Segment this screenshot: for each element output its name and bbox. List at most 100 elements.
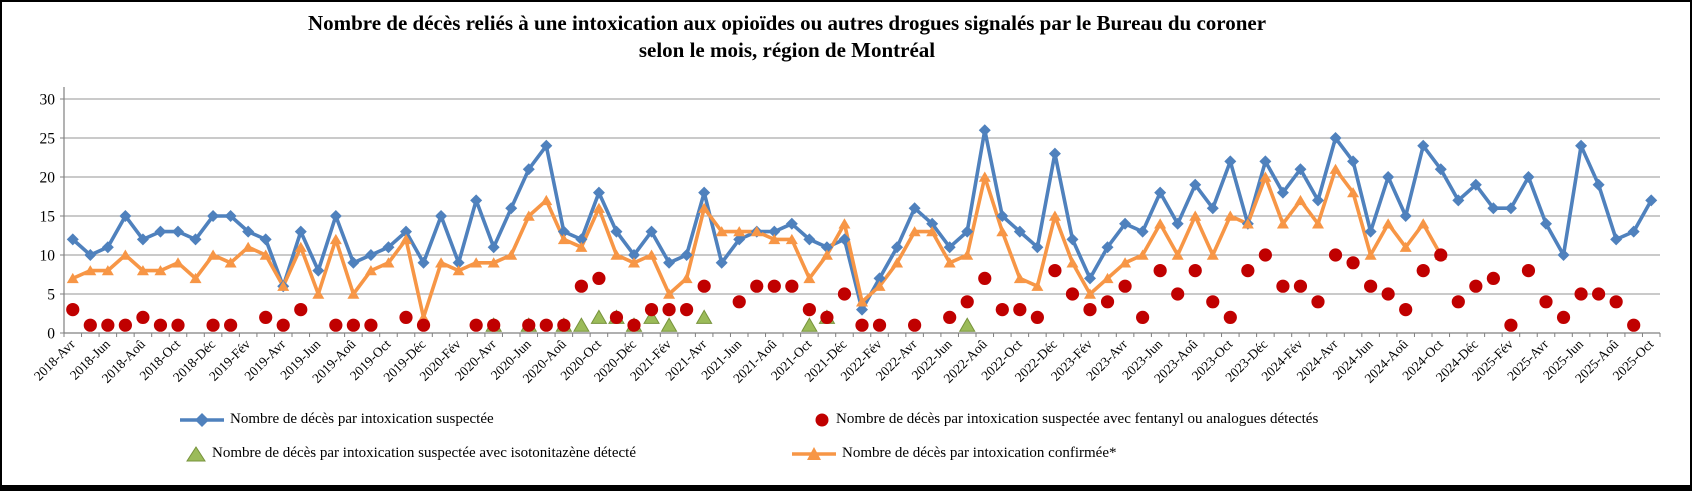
marker-diamond bbox=[259, 233, 272, 246]
marker-diamond bbox=[189, 233, 202, 246]
marker-circle bbox=[1381, 287, 1395, 301]
marker-triangle bbox=[435, 257, 448, 268]
marker-diamond bbox=[207, 210, 220, 222]
marker-triangle bbox=[1224, 210, 1237, 221]
marker-triangle bbox=[259, 249, 272, 260]
marker-triangle bbox=[820, 249, 833, 260]
marker-circle bbox=[872, 318, 887, 332]
marker-circle bbox=[66, 303, 80, 317]
marker-diamond bbox=[856, 303, 868, 316]
marker-diamond bbox=[873, 272, 886, 285]
marker-triangle bbox=[1171, 249, 1184, 260]
marker-diamond bbox=[294, 225, 307, 238]
marker-diamond bbox=[996, 210, 1009, 222]
marker-circle bbox=[574, 279, 588, 293]
marker-diamond bbox=[312, 264, 325, 277]
marker-triangle bbox=[557, 233, 570, 245]
marker-diamond bbox=[733, 233, 746, 246]
marker-diamond bbox=[592, 186, 605, 199]
marker-circle bbox=[1276, 279, 1290, 293]
marker-circle bbox=[1241, 264, 1255, 278]
marker-circle bbox=[680, 303, 694, 317]
marker-triangle bbox=[1259, 171, 1272, 182]
marker-circle bbox=[1416, 264, 1430, 278]
marker-diamond bbox=[1627, 225, 1640, 238]
marker-diamond bbox=[715, 256, 728, 269]
marker-circle bbox=[557, 318, 571, 332]
marker-circle bbox=[259, 310, 273, 324]
marker-triangle bbox=[891, 257, 904, 268]
marker-diamond bbox=[1557, 249, 1570, 261]
marker-triangle bbox=[768, 233, 781, 245]
marker-triangle bbox=[101, 265, 114, 276]
marker-diamond bbox=[1013, 225, 1026, 238]
marker-triangle bbox=[382, 257, 395, 268]
marker-diamond bbox=[628, 249, 640, 261]
marker-triangle bbox=[207, 249, 220, 260]
marker-diamond bbox=[803, 233, 816, 246]
marker-triangle bbox=[294, 241, 307, 252]
marker-triangle bbox=[1382, 218, 1395, 229]
marker-triangle bbox=[733, 226, 746, 237]
marker-diamond bbox=[891, 241, 904, 254]
marker-triangle bbox=[838, 218, 851, 229]
marker-diamond bbox=[1469, 178, 1482, 191]
marker-diamond bbox=[1224, 155, 1237, 168]
y-axis-label: 20 bbox=[40, 169, 56, 186]
marker-diamond bbox=[1206, 202, 1219, 215]
orange-line-triangle-icon bbox=[792, 446, 836, 460]
marker-circle bbox=[329, 318, 343, 332]
marker-triangle bbox=[312, 288, 325, 299]
marker-triangle bbox=[1154, 218, 1167, 229]
marker-circle bbox=[802, 303, 816, 317]
legend-label-isotonitazene: Nombre de décès par intoxication suspect… bbox=[212, 445, 636, 461]
marker-diamond bbox=[101, 241, 114, 254]
marker-diamond bbox=[1189, 178, 1202, 191]
marker-circle bbox=[153, 318, 168, 332]
marker-triangle bbox=[470, 257, 483, 268]
marker-triangle bbox=[277, 280, 290, 291]
marker-circle bbox=[978, 271, 992, 285]
marker-triangle bbox=[1206, 249, 1219, 260]
marker-circle bbox=[487, 318, 501, 332]
marker-circle bbox=[1486, 271, 1500, 285]
marker-diamond bbox=[768, 225, 781, 238]
marker-circle bbox=[1469, 279, 1483, 293]
marker-diamond bbox=[136, 233, 149, 246]
marker-triangle bbox=[487, 257, 500, 268]
marker-triangle bbox=[1364, 249, 1377, 260]
marker-diamond bbox=[1329, 132, 1342, 144]
marker-diamond bbox=[154, 225, 167, 238]
marker-triangle bbox=[1312, 218, 1324, 229]
marker-triangle bbox=[958, 317, 976, 332]
marker-triangle bbox=[943, 257, 956, 268]
marker-circle bbox=[1311, 295, 1325, 309]
marker-circle bbox=[732, 295, 746, 309]
marker-circle bbox=[855, 318, 869, 332]
marker-diamond bbox=[84, 249, 97, 261]
marker-circle bbox=[592, 271, 606, 285]
marker-triangle bbox=[592, 202, 605, 213]
y-axis-label: 15 bbox=[40, 208, 56, 225]
marker-circle bbox=[1346, 256, 1360, 270]
chart-title-line2: selon le mois, région de Montréal bbox=[638, 38, 936, 62]
marker-diamond bbox=[680, 249, 693, 261]
marker-triangle bbox=[856, 296, 868, 307]
marker-triangle bbox=[926, 226, 939, 237]
green-triangle-icon bbox=[186, 445, 206, 461]
marker-diamond bbox=[119, 210, 132, 222]
marker-triangle bbox=[1136, 249, 1149, 260]
marker-circle bbox=[522, 318, 536, 332]
marker-triangle bbox=[66, 272, 79, 284]
marker-diamond bbox=[66, 233, 79, 246]
marker-triangle bbox=[610, 249, 623, 260]
marker-triangle bbox=[1189, 210, 1202, 221]
marker-diamond bbox=[172, 225, 184, 238]
marker-diamond bbox=[1540, 217, 1552, 230]
marker-diamond bbox=[610, 225, 623, 238]
marker-triangle bbox=[400, 233, 412, 245]
marker-circle bbox=[1188, 264, 1202, 278]
marker-circle bbox=[837, 287, 852, 301]
marker-triangle bbox=[908, 226, 921, 237]
